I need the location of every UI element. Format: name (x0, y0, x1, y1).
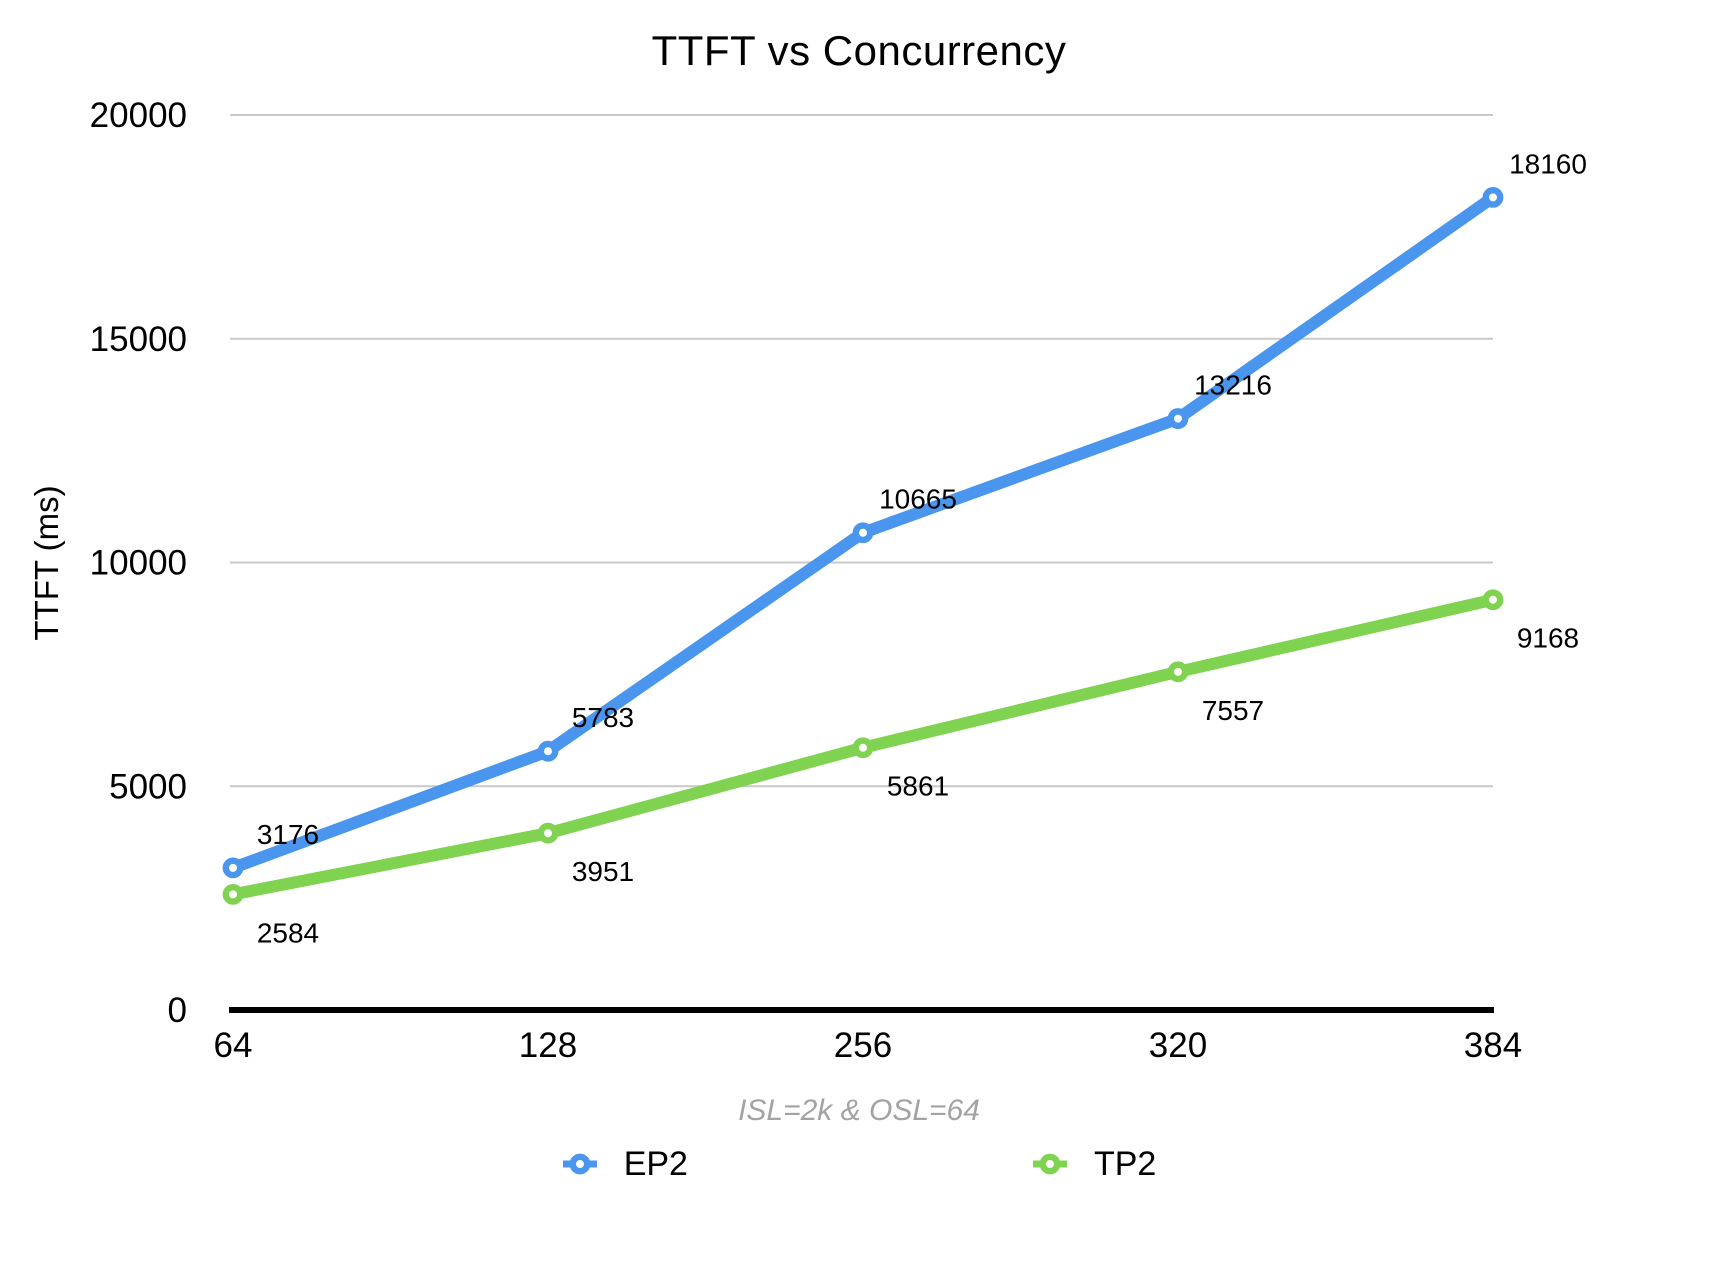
data-point-marker-ep2-128 (537, 740, 559, 762)
x-tick-label-384: 384 (1464, 1026, 1522, 1065)
legend-item-ep2: EP2 (562, 1144, 688, 1184)
chart-title: TTFT vs Concurrency (651, 27, 1067, 74)
x-tick-label-128: 128 (519, 1026, 577, 1065)
legend: EP2 TP2 (0, 1144, 1718, 1184)
data-point-marker-tp2-64 (222, 883, 244, 905)
data-point-marker-tp2-320 (1167, 661, 1189, 683)
data-point-label-tp2-64: 2584 (257, 917, 319, 948)
data-point-marker-ep2-64 (222, 857, 244, 879)
data-point-marker-ep2-384 (1482, 186, 1504, 208)
x-tick-label-320: 320 (1149, 1026, 1207, 1065)
y-tick-label-20000: 20000 (90, 96, 187, 135)
legend-label-tp2: TP2 (1093, 1145, 1157, 1183)
data-point-label-tp2-128: 3951 (572, 856, 634, 887)
data-point-label-tp2-256: 5861 (887, 771, 949, 802)
legend-item-tp2: TP2 (1032, 1144, 1156, 1184)
data-point-label-ep2-256: 10665 (879, 484, 957, 515)
x-axis-caption: ISL=2k & OSL=64 (738, 1094, 980, 1127)
y-tick-label-15000: 15000 (90, 320, 187, 359)
y-tick-label-0: 0 (168, 991, 187, 1030)
data-point-label-ep2-64: 3176 (257, 819, 319, 850)
data-point-marker-tp2-256 (852, 737, 874, 759)
data-point-marker-tp2-384 (1482, 589, 1504, 611)
data-point-label-tp2-320: 7557 (1202, 695, 1264, 726)
y-tick-label-5000: 5000 (109, 767, 187, 806)
legend-label-ep2: EP2 (623, 1145, 688, 1183)
data-point-label-tp2-384: 9168 (1517, 623, 1579, 654)
tp2-line-marker-icon (1032, 1153, 1067, 1175)
ep2-line-marker-icon (562, 1153, 597, 1175)
data-point-label-ep2-128: 5783 (572, 702, 634, 733)
data-point-marker-ep2-320 (1167, 408, 1189, 429)
data-point-marker-ep2-256 (852, 522, 874, 544)
x-tick-label-256: 256 (834, 1026, 892, 1065)
x-tick-label-64: 64 (214, 1026, 253, 1065)
data-point-marker-tp2-128 (537, 822, 559, 844)
data-point-label-ep2-320: 13216 (1194, 370, 1272, 401)
y-tick-label-10000: 10000 (90, 544, 187, 583)
data-point-label-ep2-384: 18160 (1509, 148, 1587, 179)
